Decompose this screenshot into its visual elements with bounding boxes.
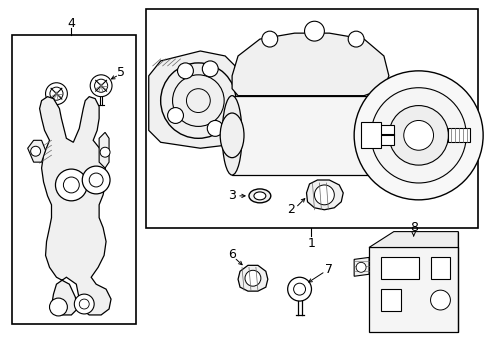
Circle shape <box>100 147 110 157</box>
Text: 6: 6 <box>228 248 236 261</box>
Bar <box>380 289 400 311</box>
Text: 8: 8 <box>409 221 417 234</box>
Circle shape <box>31 146 41 156</box>
Polygon shape <box>99 132 109 168</box>
Circle shape <box>202 61 218 77</box>
Text: 4: 4 <box>67 17 75 30</box>
Polygon shape <box>148 51 240 148</box>
Bar <box>145 9 477 228</box>
Circle shape <box>167 108 183 123</box>
Bar <box>12 35 136 324</box>
Circle shape <box>202 61 218 77</box>
Circle shape <box>304 21 324 41</box>
Circle shape <box>94 79 107 92</box>
Bar <box>360 122 380 148</box>
Text: 3: 3 <box>228 189 236 202</box>
Circle shape <box>90 75 112 96</box>
Circle shape <box>314 185 334 205</box>
Circle shape <box>49 298 67 316</box>
Text: 1: 1 <box>307 237 315 250</box>
Polygon shape <box>238 265 267 291</box>
Bar <box>364 125 393 145</box>
Circle shape <box>45 83 67 105</box>
Circle shape <box>161 63 236 138</box>
Text: 7: 7 <box>325 263 333 276</box>
Ellipse shape <box>380 96 400 175</box>
Circle shape <box>370 88 466 183</box>
Circle shape <box>79 299 89 309</box>
Circle shape <box>347 31 364 47</box>
Circle shape <box>429 290 449 310</box>
Polygon shape <box>306 180 343 210</box>
Text: 5: 5 <box>117 66 125 79</box>
Polygon shape <box>28 140 45 162</box>
Circle shape <box>355 262 366 272</box>
Circle shape <box>244 270 260 286</box>
Polygon shape <box>232 33 388 96</box>
Bar <box>429 257 449 279</box>
Circle shape <box>262 31 277 47</box>
Text: 2: 2 <box>286 203 294 216</box>
Ellipse shape <box>222 96 242 175</box>
Polygon shape <box>353 257 368 276</box>
Bar <box>232 96 390 175</box>
Circle shape <box>74 294 94 314</box>
Circle shape <box>403 121 433 150</box>
Polygon shape <box>368 231 457 247</box>
Bar <box>368 247 457 332</box>
Circle shape <box>172 75 224 126</box>
Bar <box>447 129 469 142</box>
Circle shape <box>293 283 305 295</box>
Circle shape <box>82 166 110 194</box>
Circle shape <box>167 108 183 123</box>
Circle shape <box>388 105 447 165</box>
Circle shape <box>287 277 311 301</box>
Ellipse shape <box>253 192 265 200</box>
Circle shape <box>89 173 103 187</box>
Circle shape <box>353 71 482 200</box>
Circle shape <box>207 121 223 136</box>
Circle shape <box>50 87 63 100</box>
Bar <box>380 257 418 279</box>
Circle shape <box>207 121 223 136</box>
Circle shape <box>63 177 79 193</box>
Ellipse shape <box>220 113 244 158</box>
Circle shape <box>177 63 193 79</box>
Ellipse shape <box>248 189 270 203</box>
Polygon shape <box>40 96 111 315</box>
Circle shape <box>177 63 193 79</box>
Circle shape <box>55 169 87 201</box>
Circle shape <box>186 89 210 113</box>
